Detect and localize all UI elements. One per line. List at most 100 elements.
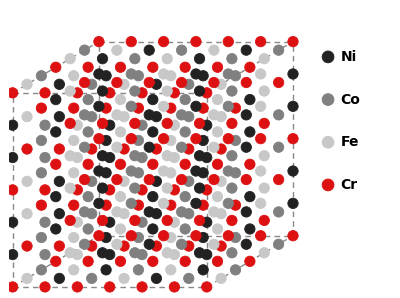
- Circle shape: [97, 215, 108, 226]
- Circle shape: [158, 69, 169, 79]
- Circle shape: [144, 174, 154, 185]
- Circle shape: [148, 256, 158, 266]
- Circle shape: [148, 94, 158, 105]
- Circle shape: [198, 232, 208, 243]
- Circle shape: [212, 94, 223, 105]
- Circle shape: [209, 207, 219, 217]
- Circle shape: [274, 77, 284, 88]
- Circle shape: [68, 71, 79, 81]
- Circle shape: [51, 224, 61, 234]
- Circle shape: [72, 120, 82, 130]
- Circle shape: [166, 168, 176, 178]
- Circle shape: [8, 152, 18, 163]
- Circle shape: [112, 207, 122, 217]
- Circle shape: [162, 215, 172, 226]
- Circle shape: [180, 191, 190, 202]
- Circle shape: [241, 174, 252, 185]
- Circle shape: [79, 239, 90, 249]
- Circle shape: [176, 239, 187, 249]
- Circle shape: [223, 231, 234, 241]
- Circle shape: [162, 118, 172, 128]
- Circle shape: [65, 150, 75, 161]
- Circle shape: [65, 248, 75, 258]
- Circle shape: [54, 111, 64, 122]
- Circle shape: [130, 86, 140, 96]
- Circle shape: [130, 54, 140, 64]
- Circle shape: [54, 209, 64, 219]
- Circle shape: [65, 215, 75, 226]
- Circle shape: [256, 69, 266, 79]
- Circle shape: [79, 77, 90, 88]
- Circle shape: [180, 94, 190, 105]
- Circle shape: [288, 69, 298, 79]
- Circle shape: [144, 110, 154, 120]
- Circle shape: [227, 54, 237, 64]
- Circle shape: [40, 185, 50, 195]
- Circle shape: [133, 232, 144, 243]
- Circle shape: [54, 241, 64, 251]
- Circle shape: [241, 207, 252, 217]
- Circle shape: [202, 282, 212, 292]
- Circle shape: [72, 249, 82, 260]
- Circle shape: [51, 62, 61, 72]
- Circle shape: [194, 150, 205, 161]
- Circle shape: [97, 54, 108, 64]
- Circle shape: [216, 144, 226, 154]
- Circle shape: [198, 200, 208, 210]
- Circle shape: [184, 144, 194, 154]
- Circle shape: [72, 152, 82, 163]
- Circle shape: [212, 159, 223, 170]
- Circle shape: [83, 256, 93, 266]
- Circle shape: [166, 265, 176, 275]
- Circle shape: [230, 200, 241, 210]
- Circle shape: [259, 118, 270, 128]
- Circle shape: [94, 36, 104, 47]
- Circle shape: [130, 118, 140, 128]
- Circle shape: [104, 217, 115, 227]
- Circle shape: [151, 176, 162, 187]
- Circle shape: [86, 209, 97, 219]
- Circle shape: [209, 110, 219, 120]
- Circle shape: [184, 241, 194, 251]
- Circle shape: [54, 176, 64, 187]
- Circle shape: [184, 176, 194, 187]
- Circle shape: [166, 135, 176, 146]
- Circle shape: [36, 103, 46, 113]
- Circle shape: [101, 265, 111, 275]
- Circle shape: [51, 127, 61, 137]
- Circle shape: [8, 282, 18, 292]
- Circle shape: [51, 94, 61, 105]
- Circle shape: [176, 77, 187, 88]
- Circle shape: [158, 166, 169, 176]
- Circle shape: [137, 282, 147, 292]
- Circle shape: [97, 150, 108, 161]
- Circle shape: [169, 249, 180, 260]
- Circle shape: [68, 168, 79, 178]
- Circle shape: [137, 249, 147, 260]
- Circle shape: [212, 191, 223, 202]
- Circle shape: [209, 142, 219, 152]
- Circle shape: [223, 198, 234, 209]
- Circle shape: [148, 62, 158, 72]
- Circle shape: [79, 45, 90, 55]
- Circle shape: [22, 144, 32, 154]
- Circle shape: [230, 135, 241, 146]
- Circle shape: [274, 45, 284, 55]
- Circle shape: [194, 86, 205, 96]
- Circle shape: [223, 36, 234, 47]
- Circle shape: [104, 185, 115, 195]
- Circle shape: [169, 185, 180, 195]
- Circle shape: [230, 265, 241, 275]
- Circle shape: [245, 127, 255, 137]
- Circle shape: [8, 88, 18, 98]
- Circle shape: [158, 101, 169, 111]
- Circle shape: [198, 103, 208, 113]
- Circle shape: [176, 142, 187, 152]
- Text: Co: Co: [341, 93, 360, 107]
- Circle shape: [101, 103, 111, 113]
- Circle shape: [97, 86, 108, 96]
- Circle shape: [176, 207, 187, 217]
- Circle shape: [245, 94, 255, 105]
- Circle shape: [191, 231, 201, 241]
- Circle shape: [198, 168, 208, 178]
